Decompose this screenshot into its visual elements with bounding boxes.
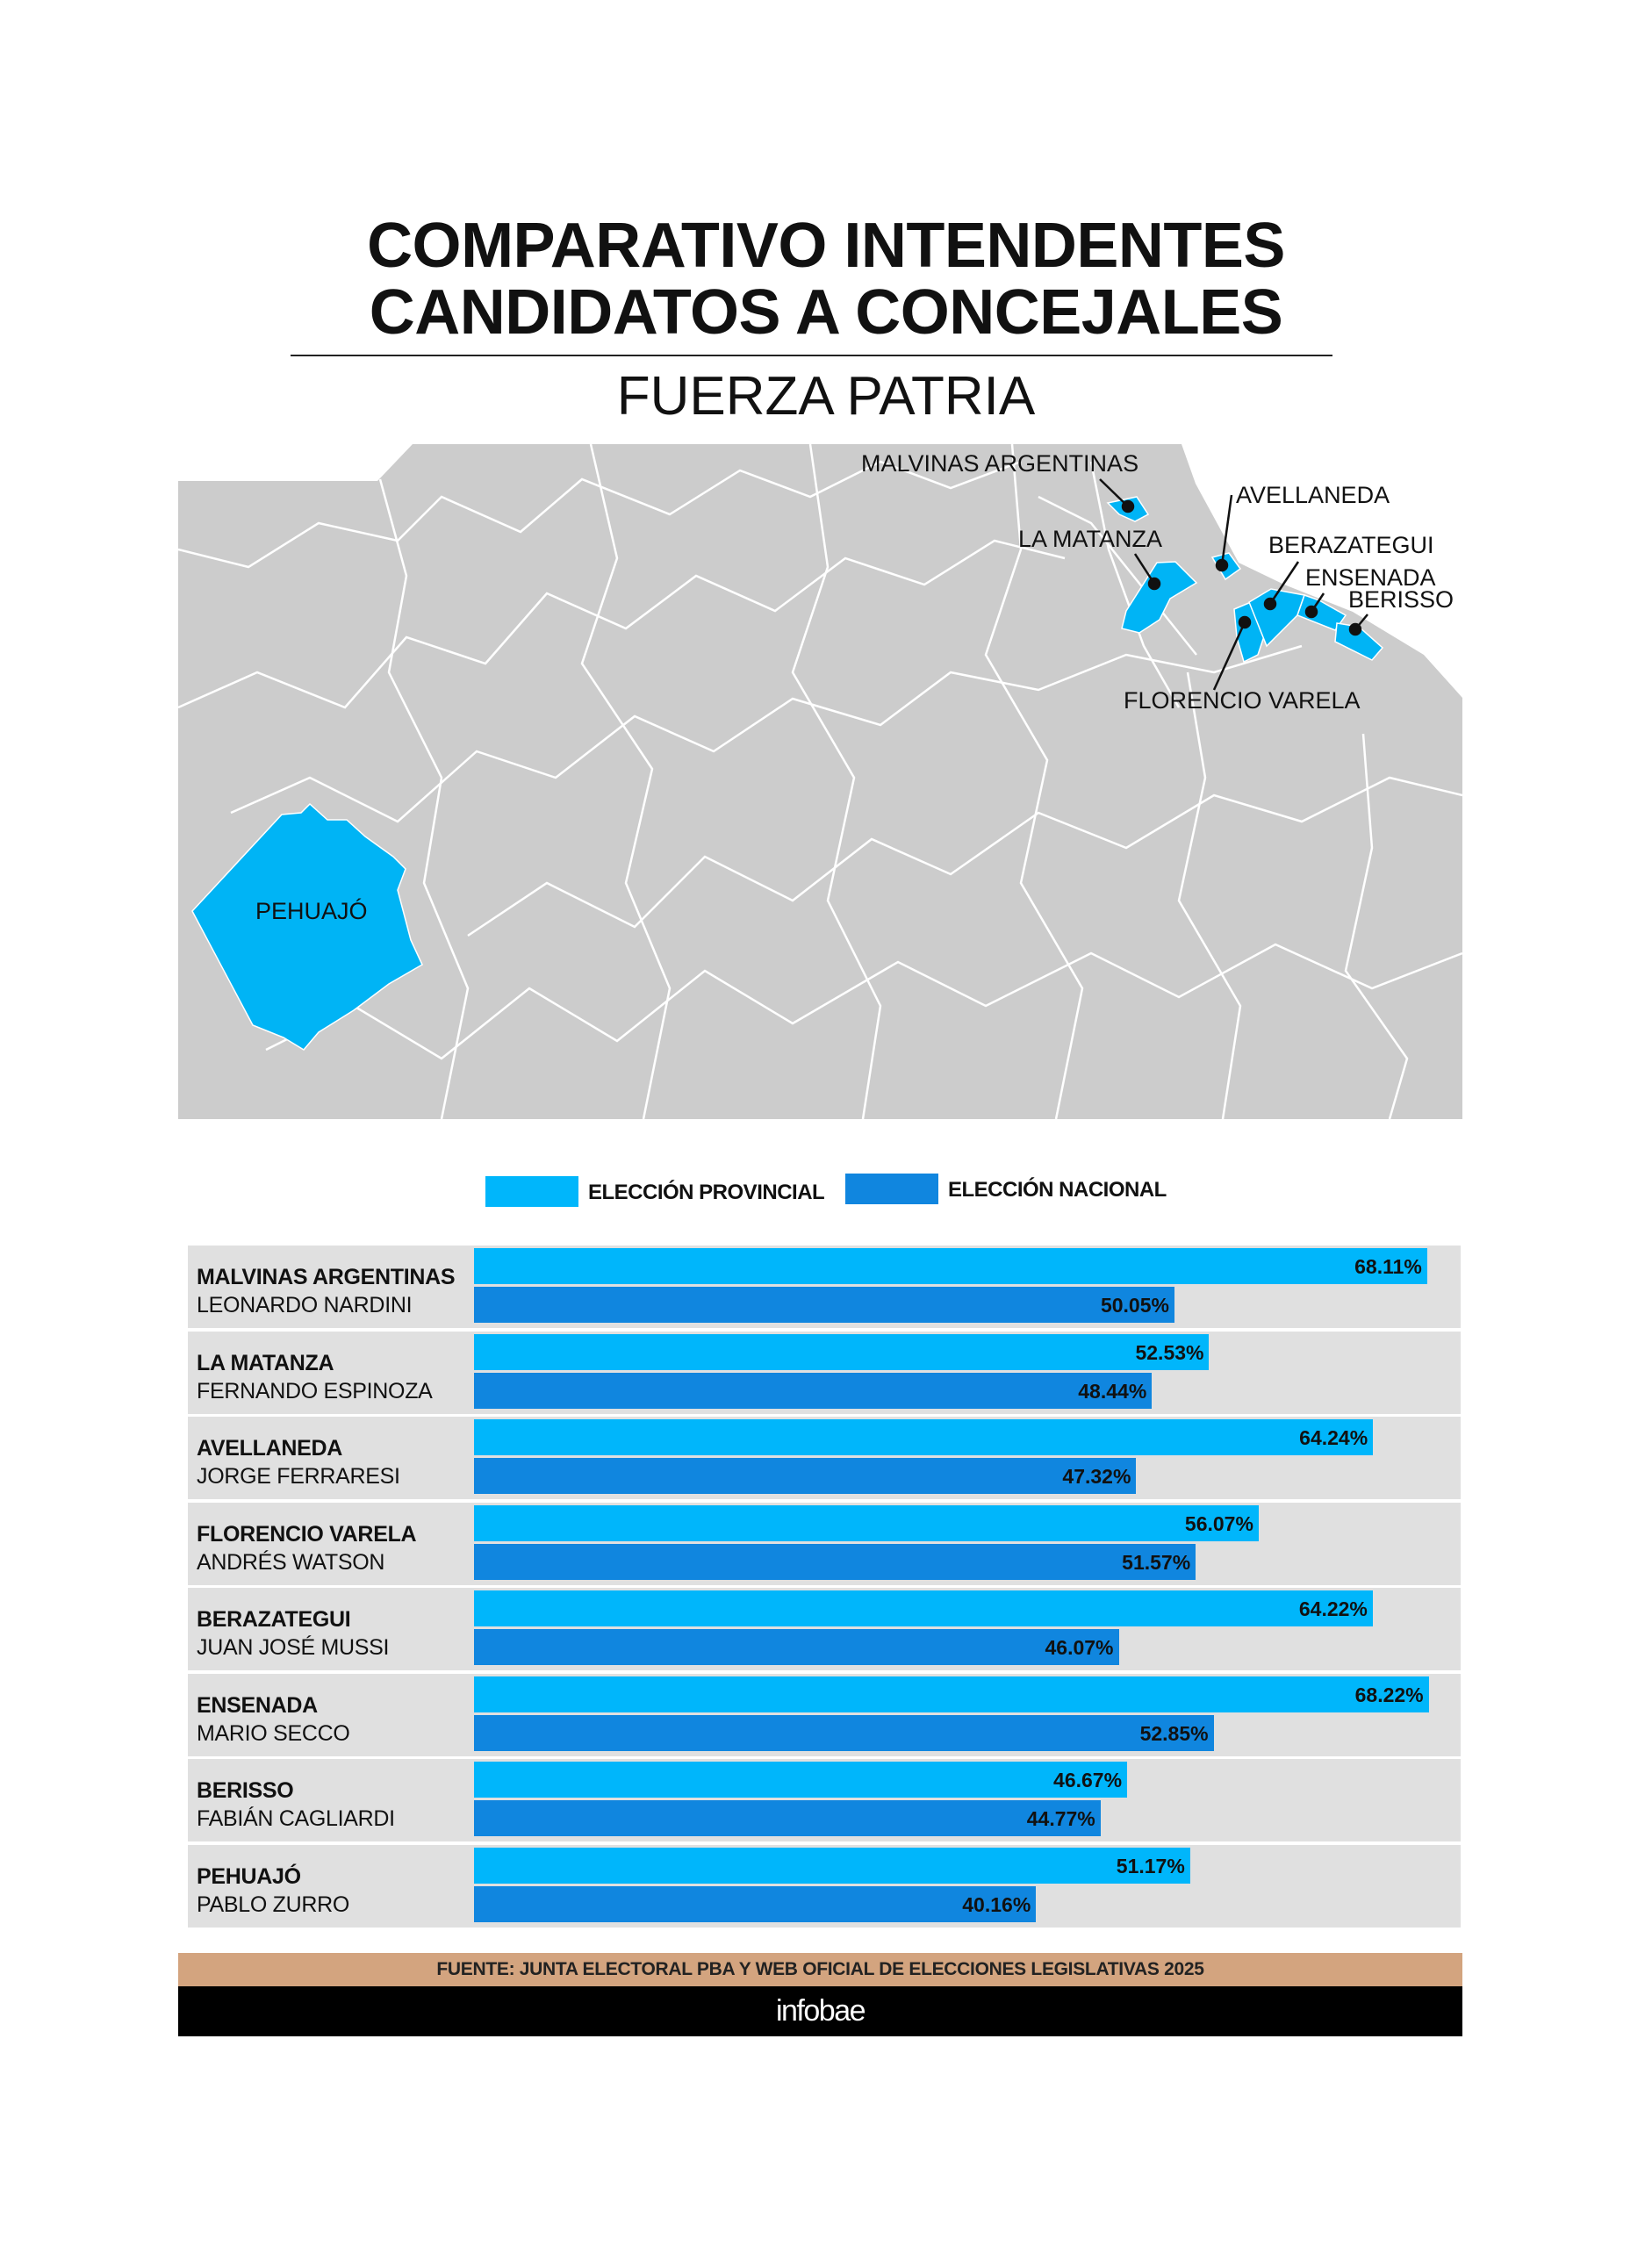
bar-value-label: 40.16% (962, 1892, 1031, 1916)
municipio-label: AVELLANEDA (197, 1436, 342, 1461)
chart-row: LA MATANZA FERNANDO ESPINOZA 52.53% 48.44% (188, 1331, 1461, 1414)
candidate-label: ANDRÉS WATSON (197, 1549, 385, 1575)
map-label-berazategui: BERAZATEGUI (1268, 532, 1434, 558)
municipio-label: ENSENADA (197, 1692, 318, 1718)
map-label-la-matanza: LA MATANZA (1018, 526, 1162, 552)
bar-value-label: 46.67% (1053, 1769, 1123, 1791)
chart-row: ENSENADA MARIO SECCO 68.22% 52.85% (188, 1673, 1461, 1756)
bar-provincial: 68.22% (474, 1676, 1429, 1712)
region-pehuajo (191, 802, 423, 1051)
chart-row: AVELLANEDA JORGE FERRARESI 64.24% 47.32% (188, 1417, 1461, 1499)
candidate-label: MARIO SECCO (197, 1720, 350, 1746)
municipio-label: LA MATANZA (197, 1350, 334, 1375)
bar-nacional: 40.16% (474, 1885, 1037, 1922)
bar-nacional: 51.57% (474, 1543, 1196, 1580)
candidate-label: FERNANDO ESPINOZA (197, 1378, 433, 1403)
candidate-label: JORGE FERRARESI (197, 1464, 400, 1489)
bar-nacional: 48.44% (474, 1372, 1153, 1409)
municipio-label: BERISSO (197, 1778, 294, 1803)
bar-provincial: 52.53% (474, 1333, 1210, 1370)
map: MALVINAS ARGENTINAS AVELLANEDA LA MATANZ… (178, 444, 1462, 1119)
bar-nacional: 50.05% (474, 1287, 1174, 1323)
bar-nacional: 52.85% (474, 1714, 1214, 1751)
source-note: FUENTE: JUNTA ELECTORAL PBA Y WEB OFICIA… (178, 1953, 1462, 1986)
bar-provincial: 56.07% (474, 1504, 1259, 1541)
candidate-label: FABIÁN CAGLIARDI (197, 1806, 395, 1831)
map-label-pehuajo: PEHUAJÓ (255, 897, 368, 924)
municipio-label: BERAZATEGUI (197, 1607, 351, 1632)
bar-value-label: 51.17% (1116, 1854, 1185, 1877)
bar-provincial: 64.22% (474, 1590, 1373, 1626)
map-label-florencio-varela: FLORENCIO VARELA (1124, 687, 1361, 714)
bar-value-label: 64.24% (1299, 1426, 1368, 1449)
candidate-label: PABLO ZURRO (197, 1892, 350, 1917)
region-ensenada (1296, 594, 1347, 631)
bar-value-label: 48.44% (1078, 1379, 1147, 1403)
municipio-label: PEHUAJÓ (197, 1863, 301, 1889)
bar-nacional: 47.32% (474, 1458, 1137, 1494)
bar-provincial: 51.17% (474, 1847, 1190, 1884)
bar-value-label: 46.07% (1045, 1636, 1114, 1659)
map-label-ensenada: ENSENADA (1305, 564, 1436, 591)
municipio-label: MALVINAS ARGENTINAS (197, 1265, 456, 1289)
title-line-1: COMPARATIVO INTENDENTES (367, 211, 1285, 281)
legend-swatch-provincial (485, 1176, 578, 1207)
map-label-avellaneda: AVELLANEDA (1236, 482, 1390, 508)
chart-row: MALVINAS ARGENTINAS LEONARDO NARDINI 68.11… (188, 1246, 1461, 1328)
subtitle: FUERZA PATRIA (616, 366, 1036, 427)
brand-footer: infobae (178, 1986, 1462, 2036)
bar-value-label: 51.57% (1122, 1550, 1191, 1574)
bar-value-label: 50.05% (1100, 1294, 1169, 1317)
chart-row: BERAZATEGUI JUAN JOSÉ MUSSI 64.22% 46.07% (188, 1588, 1461, 1670)
bar-value-label: 52.53% (1135, 1340, 1204, 1364)
chart-row: FLORENCIO VARELA ANDRÉS WATSON 56.07% 51.57… (188, 1502, 1461, 1585)
candidate-label: LEONARDO NARDINI (197, 1293, 413, 1317)
legend-label-nacional: ELECCIÓN NACIONAL (948, 1178, 1167, 1202)
chart-row: PEHUAJÓ PABLO ZURRO 51.17% 40.16% (188, 1844, 1461, 1928)
map-label-berisso: BERISSO (1348, 586, 1454, 613)
page-title: COMPARATIVO INTENDENTES CANDIDATOS A CON… (0, 212, 1652, 346)
bar-nacional: 44.77% (474, 1800, 1101, 1836)
bar-value-label: 68.22% (1354, 1683, 1424, 1706)
legend-swatch-nacional (845, 1174, 938, 1204)
bar-provincial: 68.11% (474, 1248, 1427, 1284)
municipal-borders (178, 444, 1462, 1119)
chart-row: BERISSO FABIÁN CAGLIARDI 46.67% 44.77% (188, 1759, 1461, 1841)
municipio-label: FLORENCIO VARELA (197, 1521, 417, 1547)
map-label-malvinas-argentinas: MALVINAS ARGENTINAS (861, 450, 1138, 477)
bar-value-label: 56.07% (1184, 1511, 1253, 1535)
bar-value-label: 52.85% (1139, 1721, 1209, 1745)
bar-provincial: 46.67% (474, 1762, 1128, 1798)
leader-lines (1099, 478, 1368, 691)
bar-nacional: 46.07% (474, 1629, 1119, 1665)
infobae-logo: infobae (775, 1994, 866, 2028)
bar-value-label: 64.22% (1298, 1597, 1368, 1620)
region-la-matanza (1121, 561, 1198, 634)
candidate-label: JUAN JOSÉ MUSSI (197, 1635, 390, 1660)
bar-value-label: 47.32% (1062, 1465, 1131, 1488)
bar-value-label: 44.77% (1026, 1807, 1095, 1830)
bar-provincial: 64.24% (474, 1419, 1374, 1455)
title-line-2: CANDIDATOS A CONCEJALES (369, 277, 1283, 348)
title-divider (291, 355, 1332, 356)
bar-value-label: 68.11% (1354, 1255, 1422, 1278)
legend-label-provincial: ELECCIÓN PROVINCIAL (588, 1181, 825, 1204)
